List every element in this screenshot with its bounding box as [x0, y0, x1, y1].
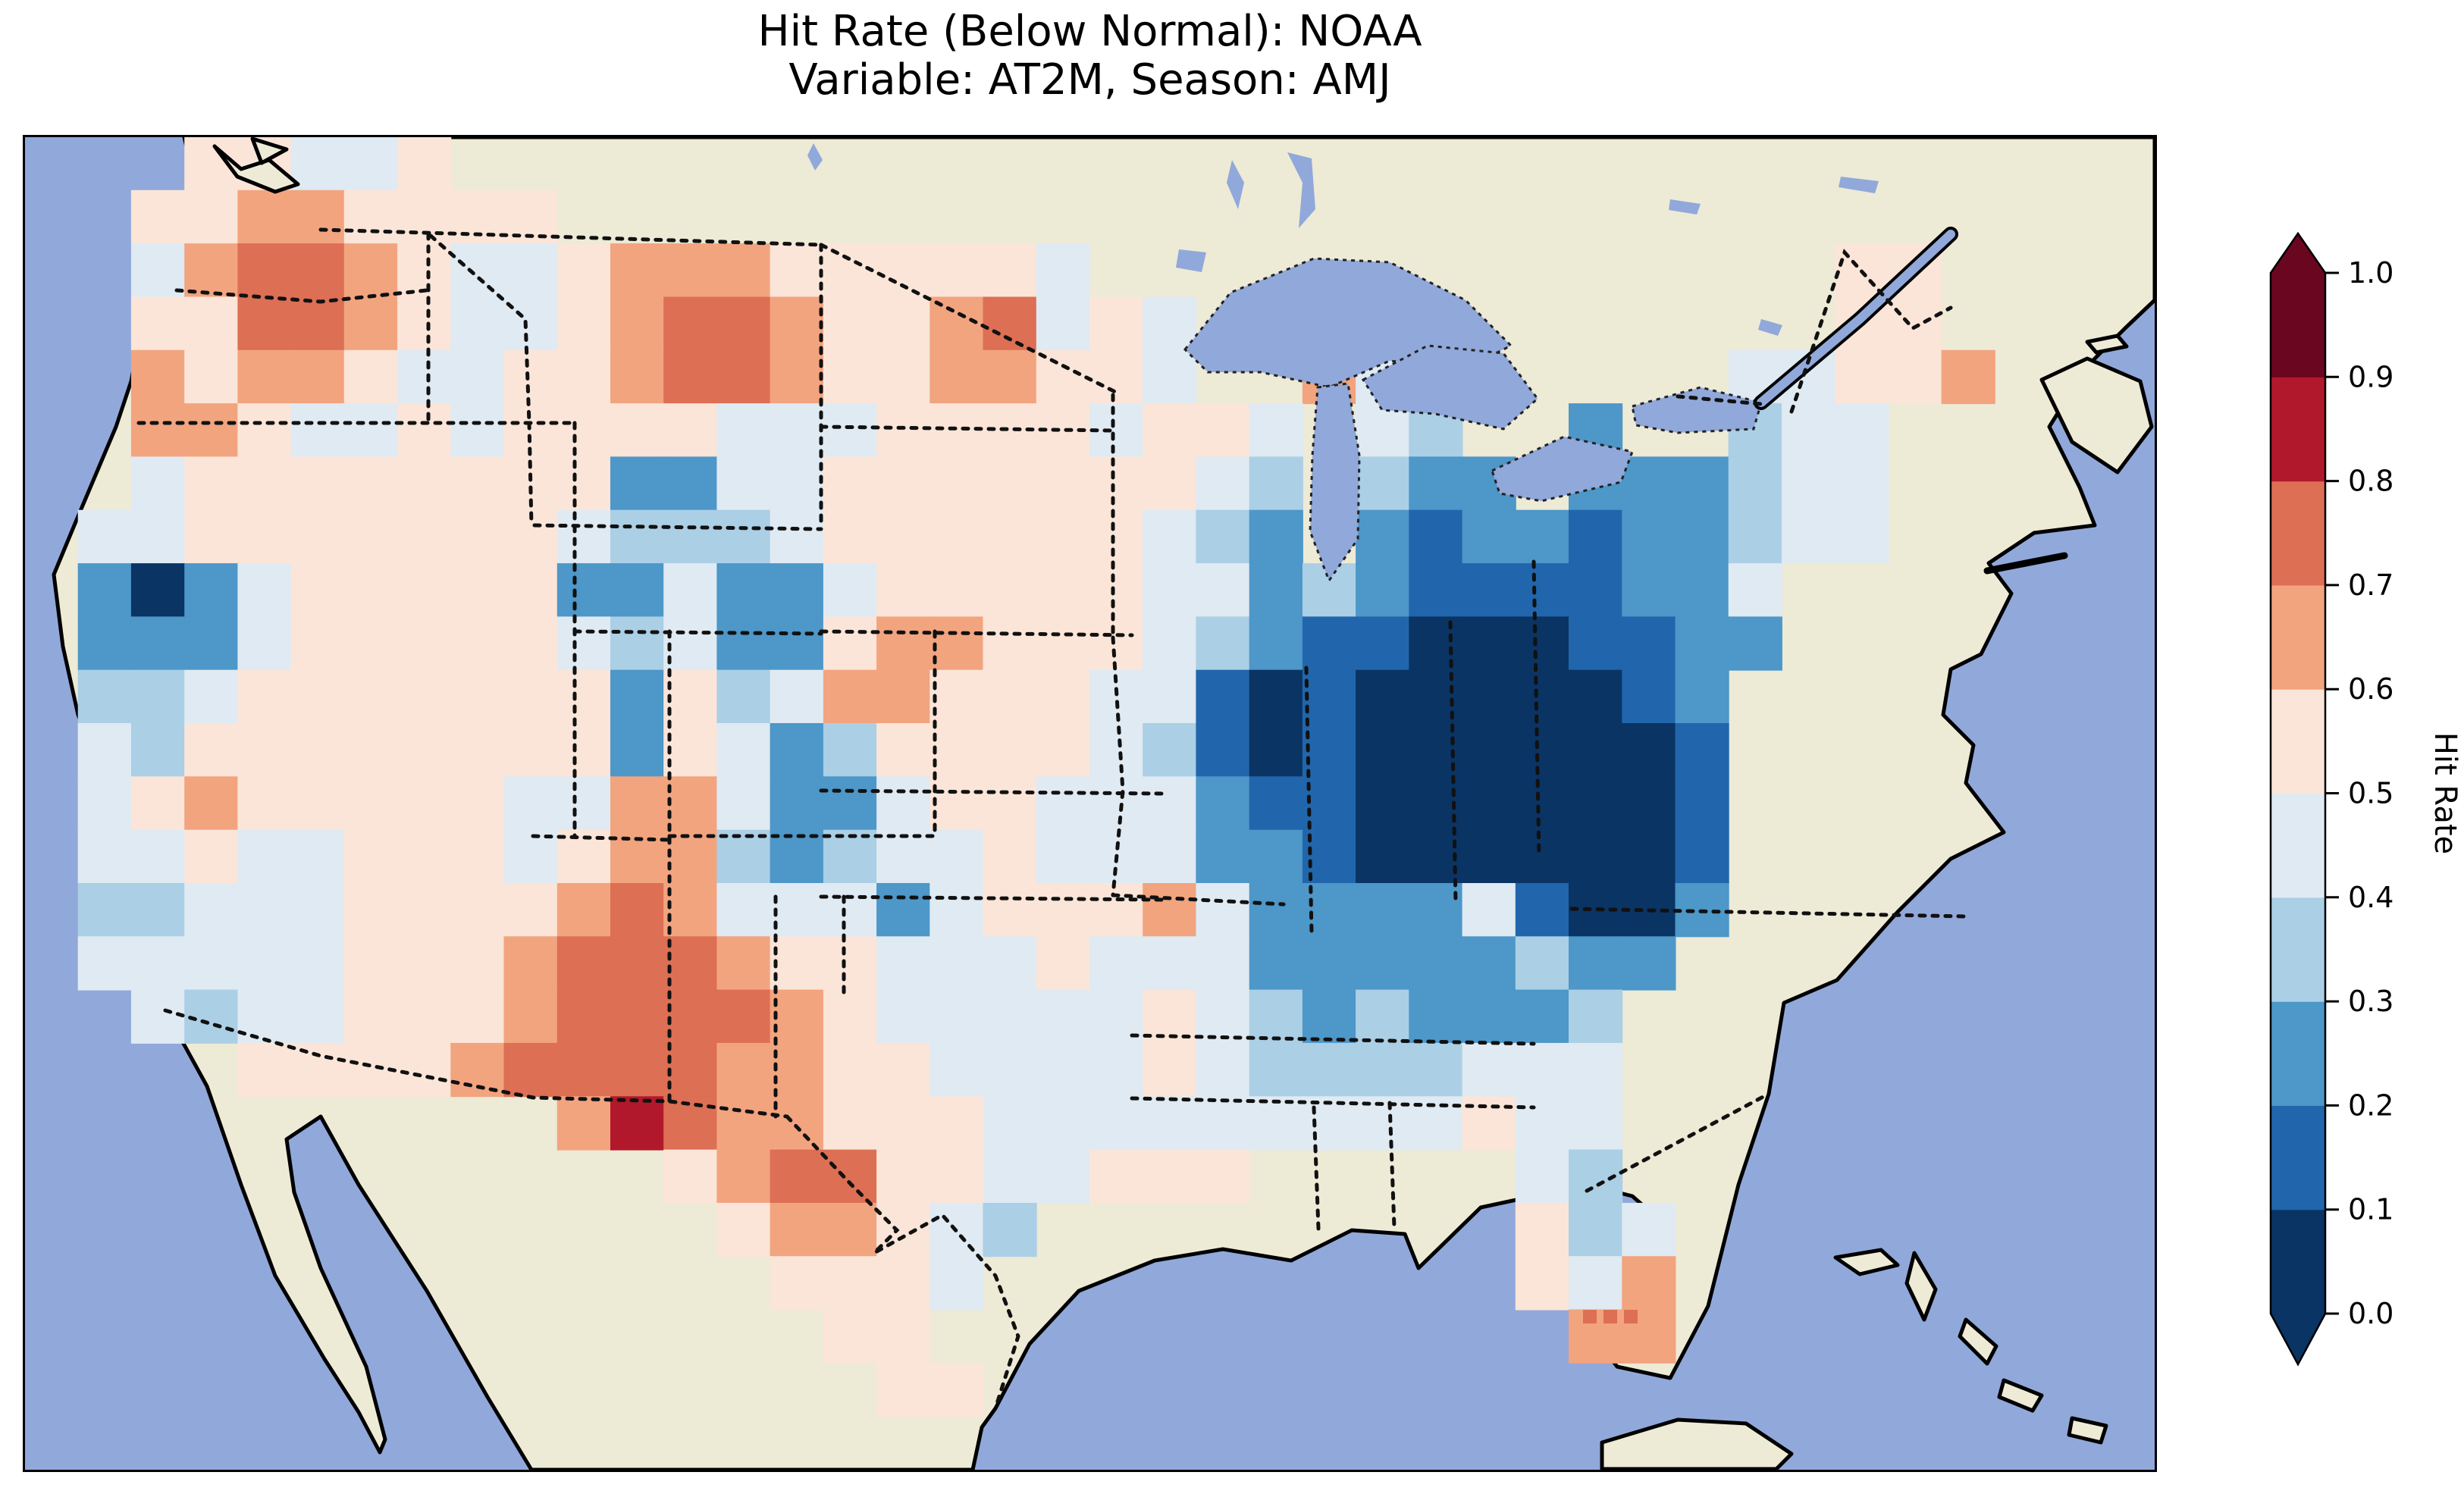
colorbar-tick-label: 0.1: [2348, 1193, 2393, 1226]
colorbar-tick-label: 0.3: [2348, 985, 2393, 1018]
colorbar: 1.0 0.9 0.8 0.7 0.6 0.5 0.4 0.3 0.2 0.1 0.0 Hit Rat…: [2244, 197, 2464, 1425]
us-hit-rate-map: [25, 137, 2155, 1470]
colorbar-axis-label: Hit Rate: [2428, 732, 2462, 854]
colorbar-tick-label: 0.4: [2348, 881, 2393, 914]
colorbar-tick-label: 0.8: [2348, 465, 2393, 498]
colorbar-svg: 1.0 0.9 0.8 0.7 0.6 0.5 0.4 0.3 0.2 0.1 0.0 Hit Rat…: [2269, 231, 2462, 1367]
colorbar-tick-label: 0.5: [2348, 777, 2393, 810]
colorbar-tick-label: 0.9: [2348, 360, 2393, 393]
figure-title-line2: Variable: AT2M, Season: AMJ: [788, 55, 1391, 105]
figure-title: Hit Rate (Below Normal): NOAA Variable: …: [23, 8, 2157, 105]
map-panel: [23, 135, 2157, 1472]
colorbar-tick-label: 0.2: [2348, 1088, 2393, 1122]
colorbar-tick-label: 0.6: [2348, 672, 2393, 706]
colorbar-tick-label: 1.0: [2348, 256, 2393, 290]
keys-data-cell: [1603, 1310, 1617, 1323]
keys-data-cell: [1624, 1310, 1638, 1323]
keys-data-cell: [1583, 1310, 1597, 1323]
colorbar-tick-label: 0.0: [2348, 1297, 2393, 1330]
heatmap-grid: [77, 137, 1995, 1417]
figure-title-line1: Hit Rate (Below Normal): NOAA: [757, 7, 1422, 56]
colorbar-tick-label: 0.7: [2348, 568, 2393, 602]
